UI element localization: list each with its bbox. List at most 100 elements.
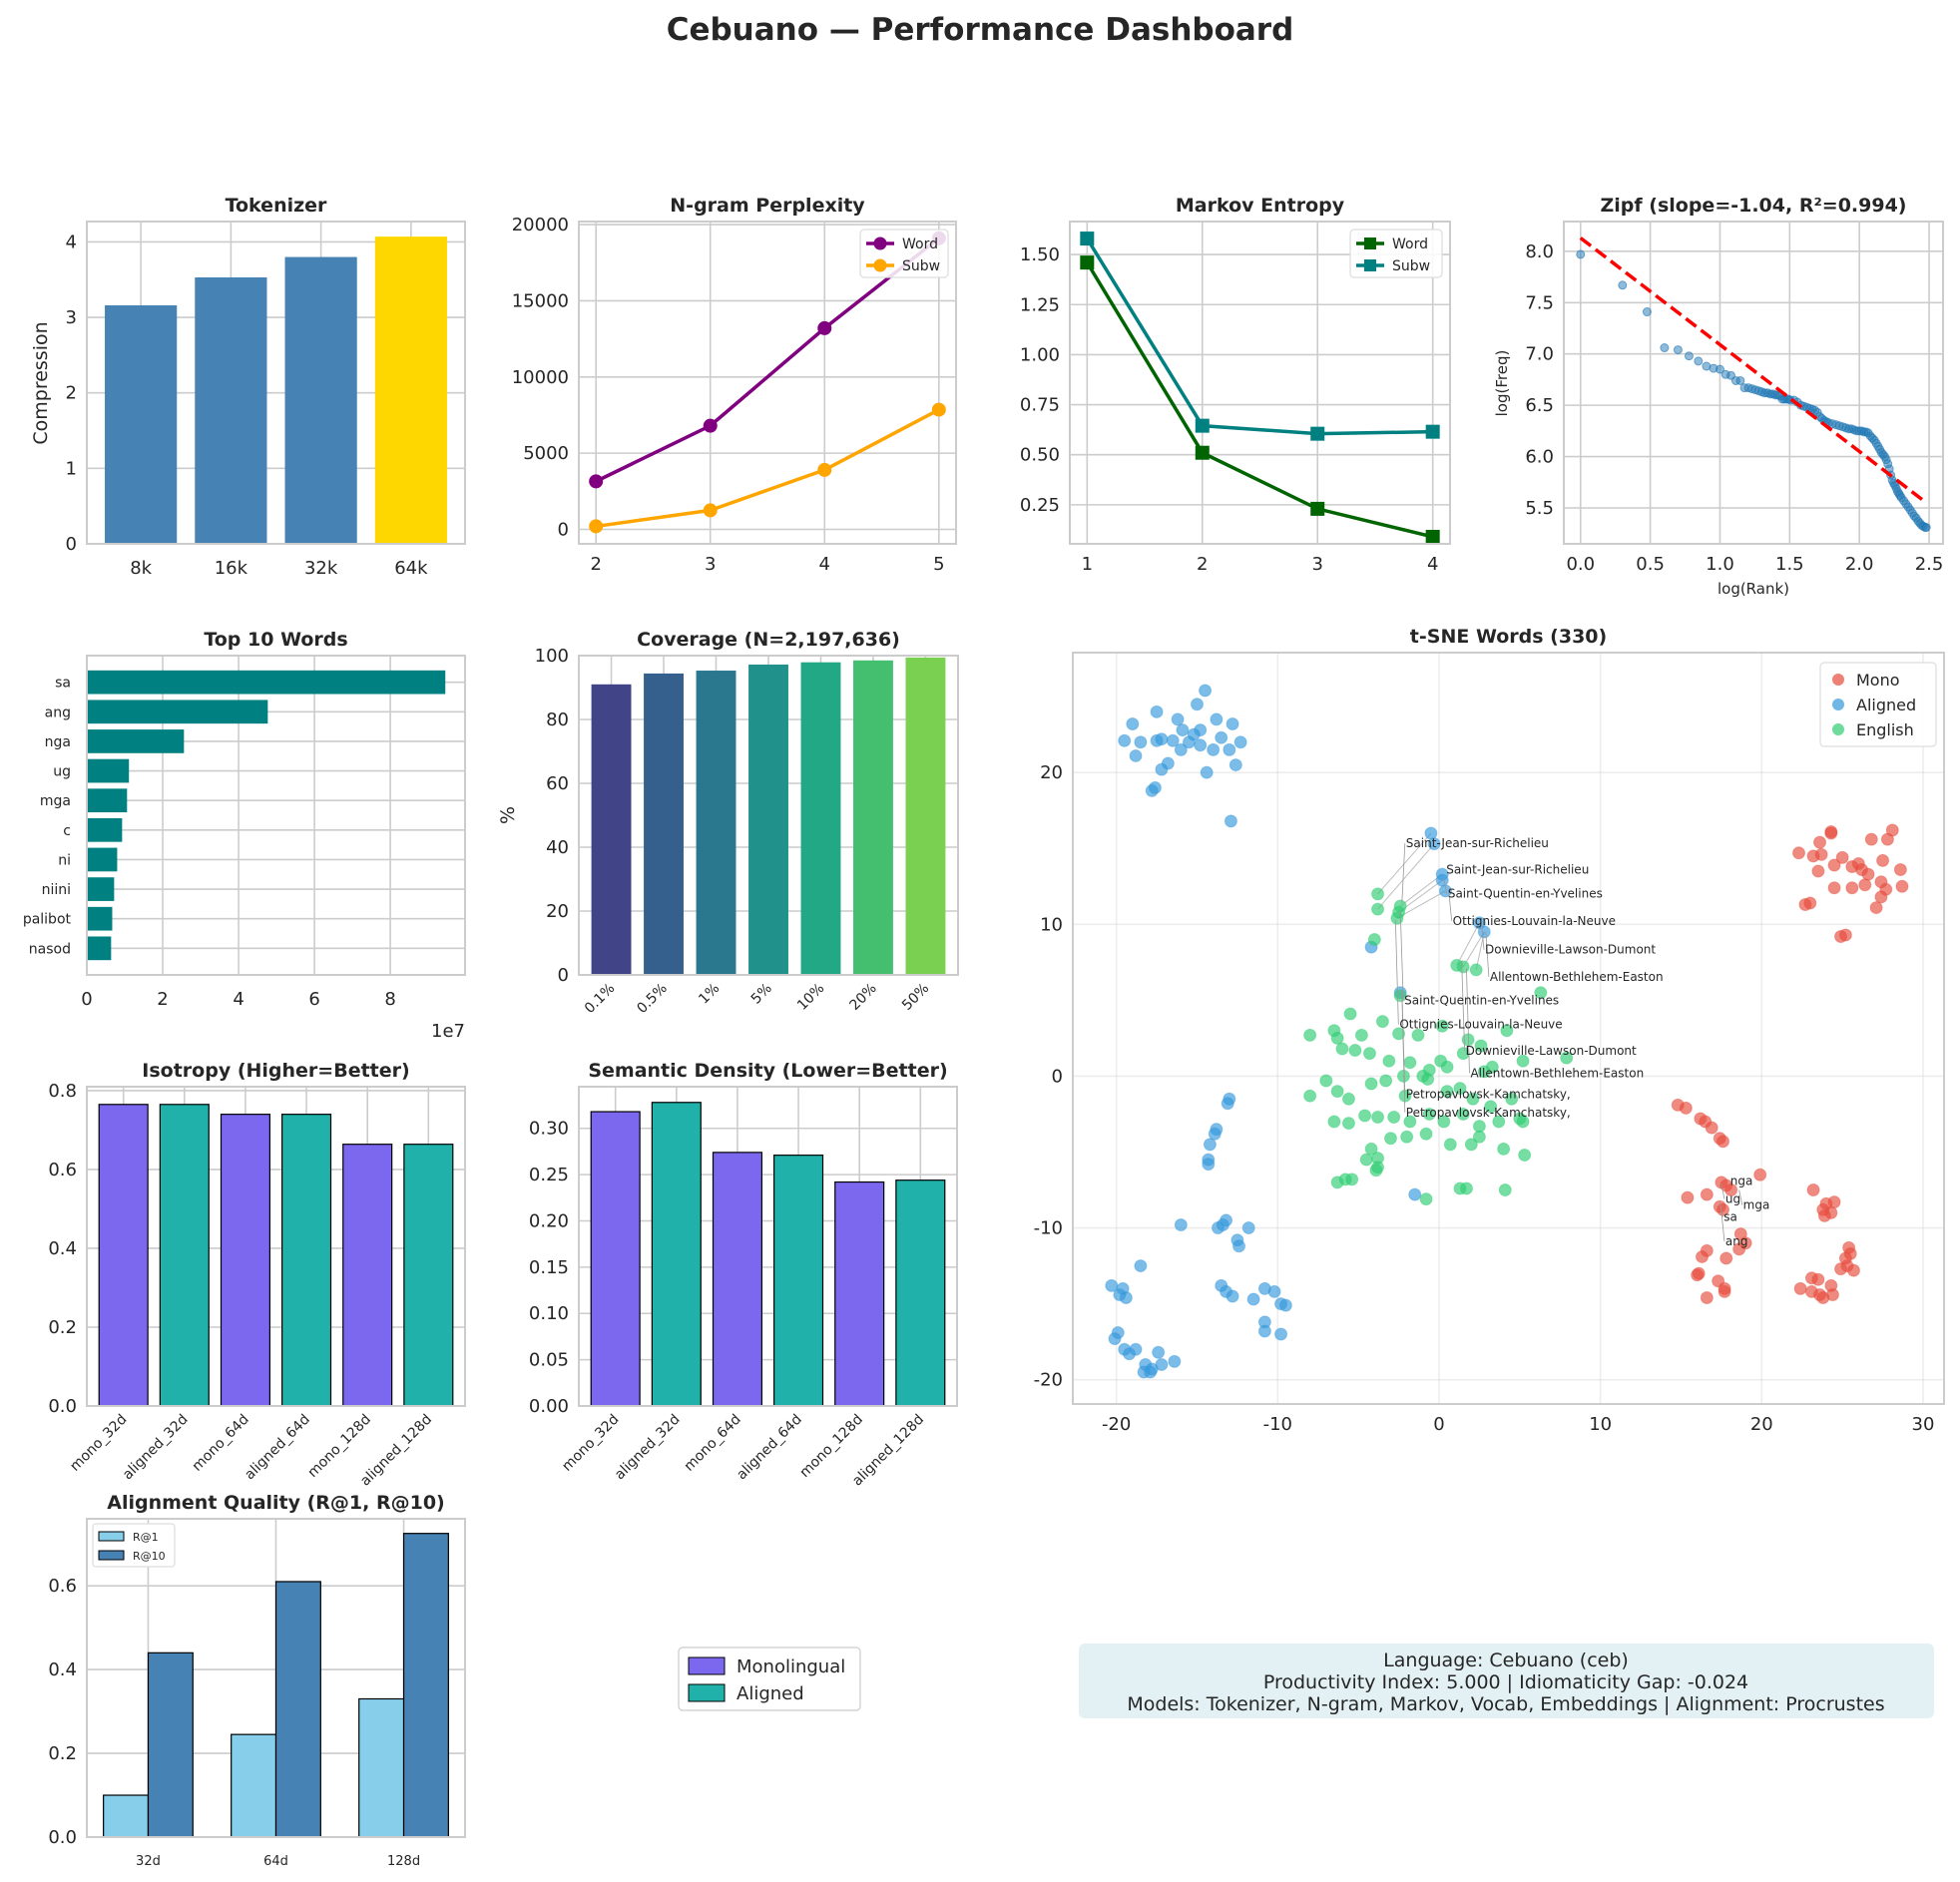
legend-marker	[873, 258, 887, 272]
bar-palibot	[87, 906, 113, 931]
alignment-legend: R@1 R@10	[92, 1523, 176, 1568]
bar-R@10-32d	[147, 1651, 194, 1838]
tsne-point	[1202, 1158, 1216, 1172]
x-tick-label: 5%	[748, 981, 775, 1008]
x-tick-label: 5	[933, 554, 944, 575]
x-tick-label: 30	[1912, 1414, 1935, 1435]
tsne-chart: -20 -10 0 10 20 30 -20 -10 0 10 20 t-SNE Words (330…	[1034, 626, 1945, 1435]
tsne-point	[1466, 1092, 1480, 1106]
point-annotation: Downieville-Lawson-Dumont	[1466, 1044, 1637, 1058]
data-point	[703, 418, 718, 433]
tsne-point	[1492, 1115, 1506, 1129]
tsne-point	[1150, 733, 1164, 747]
data-point	[817, 320, 832, 335]
y-tick-label: 0	[1052, 1066, 1063, 1087]
tsne-point	[1199, 684, 1213, 698]
x-tick-label: 0	[1433, 1414, 1444, 1435]
chart-title: Semantic Density (Lower=Better)	[588, 1060, 947, 1082]
bar-R@10-64d	[274, 1581, 321, 1838]
tsne-point	[1700, 1243, 1714, 1257]
y-tick-label: 0.75	[1020, 395, 1060, 416]
y-tick-label: nasod	[29, 941, 71, 957]
tsne-point	[1341, 1092, 1355, 1106]
legend-frame	[1819, 662, 1937, 747]
point-annotation: sa	[1723, 1210, 1737, 1224]
bar-mga	[87, 788, 128, 813]
chart-title: t-SNE Words (330)	[1410, 626, 1607, 648]
axes-frame	[86, 655, 466, 976]
bar-5%	[748, 664, 788, 975]
alignment-link	[1456, 922, 1480, 966]
series-word	[1080, 255, 1440, 544]
tsne-point	[1118, 733, 1132, 747]
bar-ug	[87, 758, 130, 783]
data-point	[589, 474, 604, 489]
alignment-quality-chart: 32d 64d 128d 0.0 0.2 0.4 0.6 Alignment Quality …	[48, 1492, 466, 1869]
y-tick-label: 0.25	[1020, 495, 1060, 516]
tsne-point	[1274, 1327, 1288, 1341]
y-tick-label: 0.6	[48, 1576, 77, 1597]
y-tick-label: 0.30	[529, 1119, 569, 1140]
tsne-point	[1369, 1164, 1383, 1177]
tsne-point	[1215, 730, 1228, 744]
tsne-point	[1257, 1324, 1271, 1338]
x-tick-label: 32k	[304, 558, 338, 579]
x-tick-label: 64k	[394, 558, 428, 579]
data-point	[1080, 232, 1095, 246]
tsne-point	[1498, 1183, 1512, 1197]
tsne-point	[1134, 1259, 1148, 1273]
tsne-point	[1827, 881, 1841, 895]
legend-marker	[1364, 237, 1376, 249]
zipf-point	[1694, 356, 1704, 366]
legend-swatch-aligned	[688, 1683, 726, 1702]
tsne-point	[1228, 758, 1242, 772]
tsne-point	[1194, 738, 1208, 752]
tsne-point	[1379, 1074, 1393, 1088]
tsne-point	[1171, 712, 1185, 726]
tsne-point	[1278, 1298, 1292, 1312]
tsne-point	[1403, 1056, 1417, 1070]
tsne-point	[1200, 765, 1214, 779]
point-annotation: Allentown-Bethlehem-Easton	[1490, 970, 1664, 984]
point-annotation: Saint-Quentin-en-Yvelines	[1448, 887, 1603, 901]
annotation-leader	[1394, 919, 1399, 1025]
bar-32k	[284, 256, 357, 544]
bar-mono_128d	[342, 1144, 393, 1407]
x-tick-label: 0.5%	[634, 981, 670, 1017]
tsne-point	[1241, 1221, 1255, 1235]
legend-marker	[1832, 699, 1844, 710]
chart-title: Coverage (N=2,197,636)	[637, 629, 900, 651]
tsne-point	[1203, 1138, 1217, 1152]
tsne-point	[1225, 716, 1239, 730]
tsne-point	[1516, 1115, 1530, 1129]
bar-50%	[905, 657, 946, 975]
x-tick-label: mono_32d	[67, 1412, 130, 1475]
tsne-point	[1212, 1221, 1225, 1235]
point-annotation: Saint-Quentin-en-Yvelines	[1404, 994, 1559, 1008]
chart-legend: Word Subw	[859, 229, 949, 278]
tsne-point	[1705, 1121, 1718, 1135]
tsne-point	[1134, 735, 1148, 749]
x-tick-label: 1.0	[1706, 554, 1734, 575]
tsne-point	[1816, 1291, 1830, 1305]
y-tick-label: 1.50	[1020, 244, 1060, 265]
x-tick-label: 0.0	[1566, 554, 1595, 575]
legend-label: Word	[902, 236, 938, 252]
point-annotation: Petropavlovsk-Kamchatsky,	[1406, 1088, 1571, 1102]
legend-swatch	[98, 1531, 125, 1542]
data-point	[817, 462, 832, 477]
tsne-point	[1108, 1332, 1122, 1346]
x-tick-label: aligned_64d	[734, 1412, 805, 1484]
tsne-point	[1387, 1110, 1401, 1124]
zipf-point	[1921, 523, 1931, 533]
tsne-point	[1453, 1082, 1467, 1096]
point-annotation: Saint-Jean-sur-Richelieu	[1406, 836, 1549, 850]
legend-label: R@10	[133, 1550, 166, 1563]
y-tick-label: -10	[1034, 1218, 1063, 1239]
tsne-point	[1691, 1268, 1705, 1282]
point-annotation: Ottignies-Louvain-la-Neuve	[1453, 914, 1616, 928]
tsne-point	[1126, 716, 1140, 730]
y-tick-label: 20	[1040, 762, 1063, 783]
tsne-point	[1371, 887, 1385, 901]
tsne-point	[1469, 963, 1483, 977]
